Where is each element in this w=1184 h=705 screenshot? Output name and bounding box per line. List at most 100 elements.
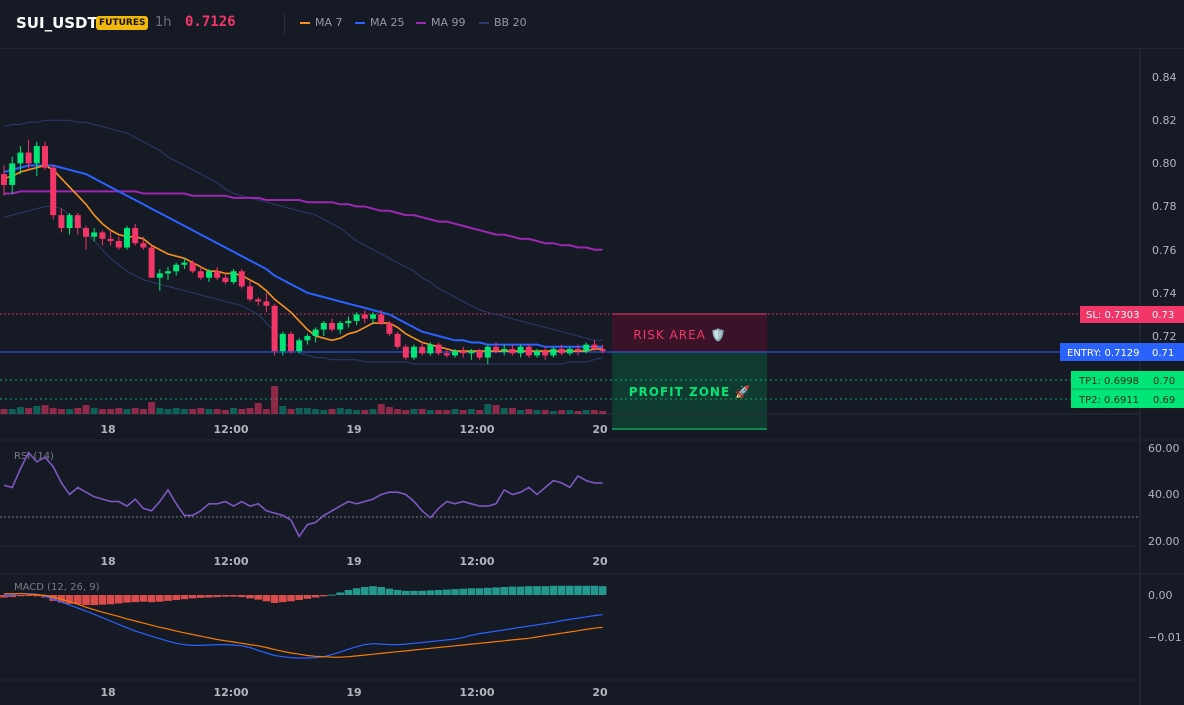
candle-body — [1, 174, 7, 185]
candle-body — [329, 323, 335, 330]
macd-histogram-bar — [582, 585, 590, 595]
candle-body — [460, 351, 467, 354]
legend-ma25[interactable]: MA 25 — [355, 16, 405, 29]
volume-bar — [66, 409, 74, 414]
macd-histogram-bar — [279, 595, 287, 603]
rsi-x-tick-18: 18 — [100, 555, 115, 568]
volume-bar — [33, 406, 41, 414]
tp2-axis-value: 0.69 — [1153, 395, 1175, 406]
volume-bar — [41, 405, 49, 414]
candle-body — [74, 215, 81, 229]
candle-body — [517, 346, 524, 354]
candle-body — [599, 348, 606, 352]
macd-x-tick-1200-b: 12:00 — [459, 686, 494, 699]
candle-body — [419, 346, 426, 354]
volume-bar — [377, 404, 385, 414]
candle-body — [435, 344, 442, 354]
x-tick-1200-a: 12:00 — [213, 423, 248, 436]
macd-histogram-bar — [106, 595, 115, 605]
macd-pane-title: MACD (12, 26, 9) — [14, 582, 100, 593]
entry-tag[interactable] — [1060, 343, 1184, 361]
macd-histogram-bar — [229, 595, 238, 597]
volume-bar — [74, 408, 82, 414]
macd-histogram-bar — [115, 595, 123, 604]
volume-bar — [443, 410, 451, 414]
macd-histogram-bar — [475, 588, 484, 595]
volume-bar — [590, 410, 598, 414]
volume-bar — [57, 409, 65, 414]
candle-body — [402, 346, 409, 358]
macd-y-tick-neg: −0.01 — [1148, 631, 1182, 644]
candle-body — [386, 323, 393, 334]
legend-ma99[interactable]: MA 99 — [416, 16, 466, 29]
macd-x-tick-1200-a: 12:00 — [213, 686, 248, 699]
candle-body — [558, 348, 565, 354]
interval-selector[interactable]: 1h — [155, 15, 172, 30]
macd-histogram-bar — [320, 595, 328, 597]
volume-bar — [82, 405, 90, 414]
volume-bar — [410, 409, 418, 414]
macd-histogram-bar — [541, 586, 549, 595]
macd-histogram-bar — [500, 587, 508, 595]
symbol-name[interactable]: SUI_USDT — [16, 14, 98, 32]
candle-body — [25, 152, 32, 164]
candle-body — [550, 348, 557, 356]
macd-histogram-bar — [164, 595, 172, 601]
candle-body — [468, 351, 475, 354]
macd-histogram-bar — [254, 595, 262, 600]
candle-body — [156, 273, 163, 278]
volume-bar — [262, 409, 270, 414]
rsi-pane-title: RSI (14) — [14, 451, 54, 462]
volume-bar — [492, 405, 500, 414]
volume-bar — [49, 408, 57, 414]
candle-body — [66, 215, 73, 229]
macd-histogram-bar — [74, 595, 82, 605]
volume-bar — [115, 408, 123, 414]
macd-histogram-bar — [287, 595, 295, 602]
futures-badge: FUTURES — [96, 16, 149, 30]
macd-histogram-bar — [0, 595, 8, 598]
entry-tag-text: ENTRY: 0.7129 — [1067, 348, 1140, 359]
toolbar-divider — [284, 14, 285, 34]
macd-histogram-bar — [533, 586, 541, 595]
macd-histogram-bar — [574, 585, 582, 595]
legend-ma7[interactable]: MA 7 — [300, 16, 343, 29]
macd-histogram-bar — [385, 588, 394, 595]
sl-tag[interactable] — [1080, 306, 1184, 323]
y-tick-082: 0.82 — [1152, 114, 1177, 127]
volume-bar — [418, 409, 426, 414]
macd-histogram-bar — [443, 589, 451, 595]
volume-bar — [476, 410, 484, 414]
volume-bar — [312, 409, 320, 414]
volume-bar — [107, 409, 115, 414]
macd-histogram-bar — [82, 595, 90, 606]
candle-body — [304, 336, 311, 341]
candle-body — [353, 314, 360, 321]
rsi-y-tick-60: 60.00 — [1148, 442, 1180, 455]
volume-bar — [320, 410, 328, 414]
volume-bar — [558, 410, 566, 414]
macd-y-tick-0: 0.00 — [1148, 589, 1173, 602]
macd-histogram-bar — [205, 595, 213, 598]
volume-bar — [164, 409, 172, 414]
y-tick-078: 0.78 — [1152, 200, 1177, 213]
candle-body — [279, 333, 286, 352]
volume-bar — [238, 409, 246, 414]
macd-histogram-bar — [344, 589, 353, 595]
signal-line — [4, 593, 603, 658]
volume-bar — [180, 409, 188, 414]
macd-histogram-bar — [49, 595, 57, 601]
candle-body — [115, 241, 122, 248]
macd-histogram-bar — [213, 595, 221, 598]
macd-histogram-bar — [33, 595, 41, 597]
ma7-swatch — [300, 22, 310, 24]
candle-body — [542, 351, 549, 356]
macd-histogram-bar — [16, 595, 25, 597]
legend-bb20[interactable]: BB 20 — [479, 16, 527, 29]
volume-bar — [221, 410, 229, 414]
macd-histogram-bar — [131, 595, 139, 603]
macd-histogram-bar — [139, 595, 148, 602]
candle-body — [222, 277, 229, 283]
y-tick-072: 0.72 — [1152, 330, 1177, 343]
